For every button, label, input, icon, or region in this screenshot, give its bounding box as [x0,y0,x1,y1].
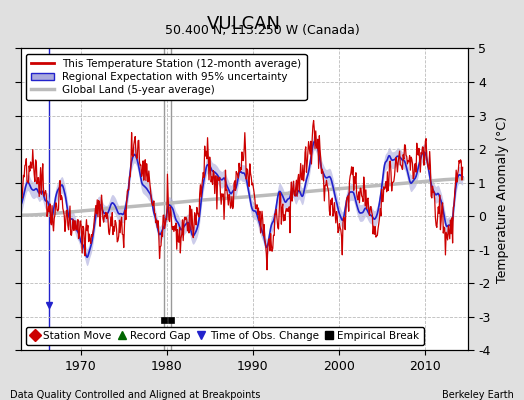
Title: VULCAN: VULCAN [207,15,281,33]
Text: Data Quality Controlled and Aligned at Breakpoints: Data Quality Controlled and Aligned at B… [10,390,261,400]
Y-axis label: Temperature Anomaly (°C): Temperature Anomaly (°C) [496,116,509,283]
Text: 50.400 N, 113.250 W (Canada): 50.400 N, 113.250 W (Canada) [165,24,359,37]
Legend: Station Move, Record Gap, Time of Obs. Change, Empirical Break: Station Move, Record Gap, Time of Obs. C… [26,327,423,345]
Text: Berkeley Earth: Berkeley Earth [442,390,514,400]
